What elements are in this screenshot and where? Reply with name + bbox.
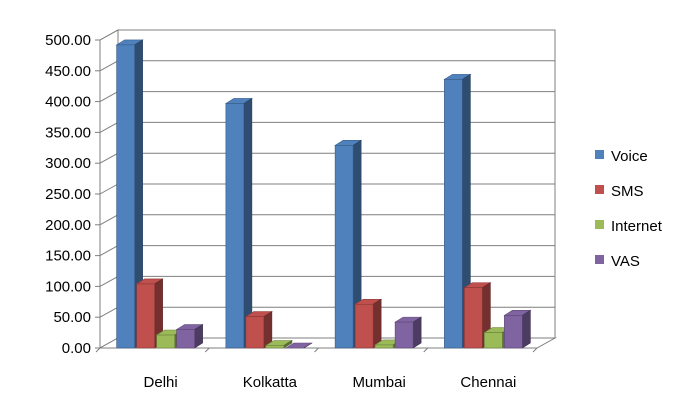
- gridline-slant: [99, 121, 119, 133]
- gridline-slant: [99, 214, 119, 226]
- bar-sms-mumbai: [354, 298, 383, 349]
- y-tick-label: 500.00: [45, 32, 91, 49]
- bar-voice-kolkatta: [224, 97, 253, 349]
- y-axis-ticks: 0.00 50.00 100.00 150.00 200.00 250.00 300.00 3…: [45, 32, 91, 357]
- gridline-slant: [99, 275, 119, 287]
- y-tick-label: 0.00: [62, 340, 91, 357]
- bar-front: [136, 283, 155, 349]
- gridline-slant: [99, 183, 119, 195]
- y-tick-label: 150.00: [45, 248, 91, 265]
- bar-front: [265, 345, 285, 349]
- x-tick-mark: [314, 347, 319, 353]
- y-tick-label: 400.00: [45, 94, 91, 111]
- bar-side: [303, 342, 313, 349]
- x-category-label: Mumbai: [352, 374, 405, 391]
- gridline-slant: [99, 306, 119, 318]
- bar-front: [116, 44, 135, 349]
- legend: Voice SMS Internet VAS: [595, 148, 663, 270]
- gridline-slant: [99, 29, 119, 41]
- legend-swatch: [595, 150, 604, 159]
- x-tick-mark: [532, 347, 538, 353]
- gridline-slant: [99, 245, 119, 257]
- x-tick-mark: [204, 347, 210, 353]
- legend-item-sms: SMS: [595, 183, 644, 200]
- legend-label: Voice: [611, 148, 648, 165]
- x-category-label: Chennai: [460, 374, 516, 391]
- bar-voice-mumbai: [334, 139, 363, 349]
- x-category-label: Delhi: [144, 374, 178, 391]
- bar-front: [464, 287, 483, 349]
- bar-front: [156, 334, 175, 349]
- bar-vas-chennai: [503, 309, 532, 349]
- bar-front: [484, 332, 503, 349]
- x-axis-categories: Delhi Kolkatta Mumbai Chennai: [144, 374, 517, 391]
- bar-sms-delhi: [135, 278, 164, 349]
- bar-front: [504, 315, 523, 349]
- bar-front: [245, 316, 265, 349]
- bar-side: [412, 316, 422, 349]
- y-tick-label: 300.00: [45, 155, 91, 172]
- gridline-slant: [99, 60, 119, 72]
- bar-front: [444, 79, 463, 349]
- x-tick-mark: [423, 347, 429, 353]
- bar-front: [225, 103, 245, 349]
- y-tick-label: 100.00: [45, 278, 91, 295]
- legend-swatch: [595, 220, 604, 229]
- bar-internet-kolkatta: [264, 339, 293, 349]
- legend-label: SMS: [611, 183, 644, 200]
- legend-label: Internet: [611, 218, 663, 235]
- bar-vas-mumbai: [394, 316, 423, 349]
- bar-front: [374, 344, 394, 349]
- gridline-slant: [99, 91, 119, 103]
- bar-vas-kolkatta: [284, 342, 313, 349]
- y-tick-label: 200.00: [45, 217, 91, 234]
- bar-vas-delhi: [175, 323, 204, 349]
- bar-side: [372, 298, 382, 349]
- bar-sms-kolkatta: [244, 311, 273, 349]
- bar-voice-chennai: [443, 73, 472, 349]
- y-tick-label: 450.00: [45, 63, 91, 80]
- x-tick-mark: [95, 347, 101, 353]
- y-tick-label: 250.00: [45, 186, 91, 203]
- bar-front: [176, 329, 195, 349]
- bar-front: [334, 145, 354, 349]
- bar-side: [522, 309, 531, 349]
- bar-front: [394, 321, 414, 349]
- bar-side: [243, 97, 253, 349]
- y-tick-label: 50.00: [53, 309, 91, 326]
- y-tick-label: 350.00: [45, 124, 91, 141]
- bar-voice-delhi: [115, 39, 144, 349]
- legend-label: VAS: [611, 253, 640, 270]
- legend-item-vas: VAS: [595, 253, 640, 270]
- bar-front: [354, 303, 374, 349]
- legend-item-internet: Internet: [595, 218, 663, 235]
- legend-swatch: [595, 255, 604, 264]
- x-category-label: Kolkatta: [243, 374, 298, 391]
- legend-swatch: [595, 185, 604, 194]
- legend-item-voice: Voice: [595, 148, 648, 165]
- bars: [115, 39, 532, 349]
- gridline-slant: [99, 152, 119, 164]
